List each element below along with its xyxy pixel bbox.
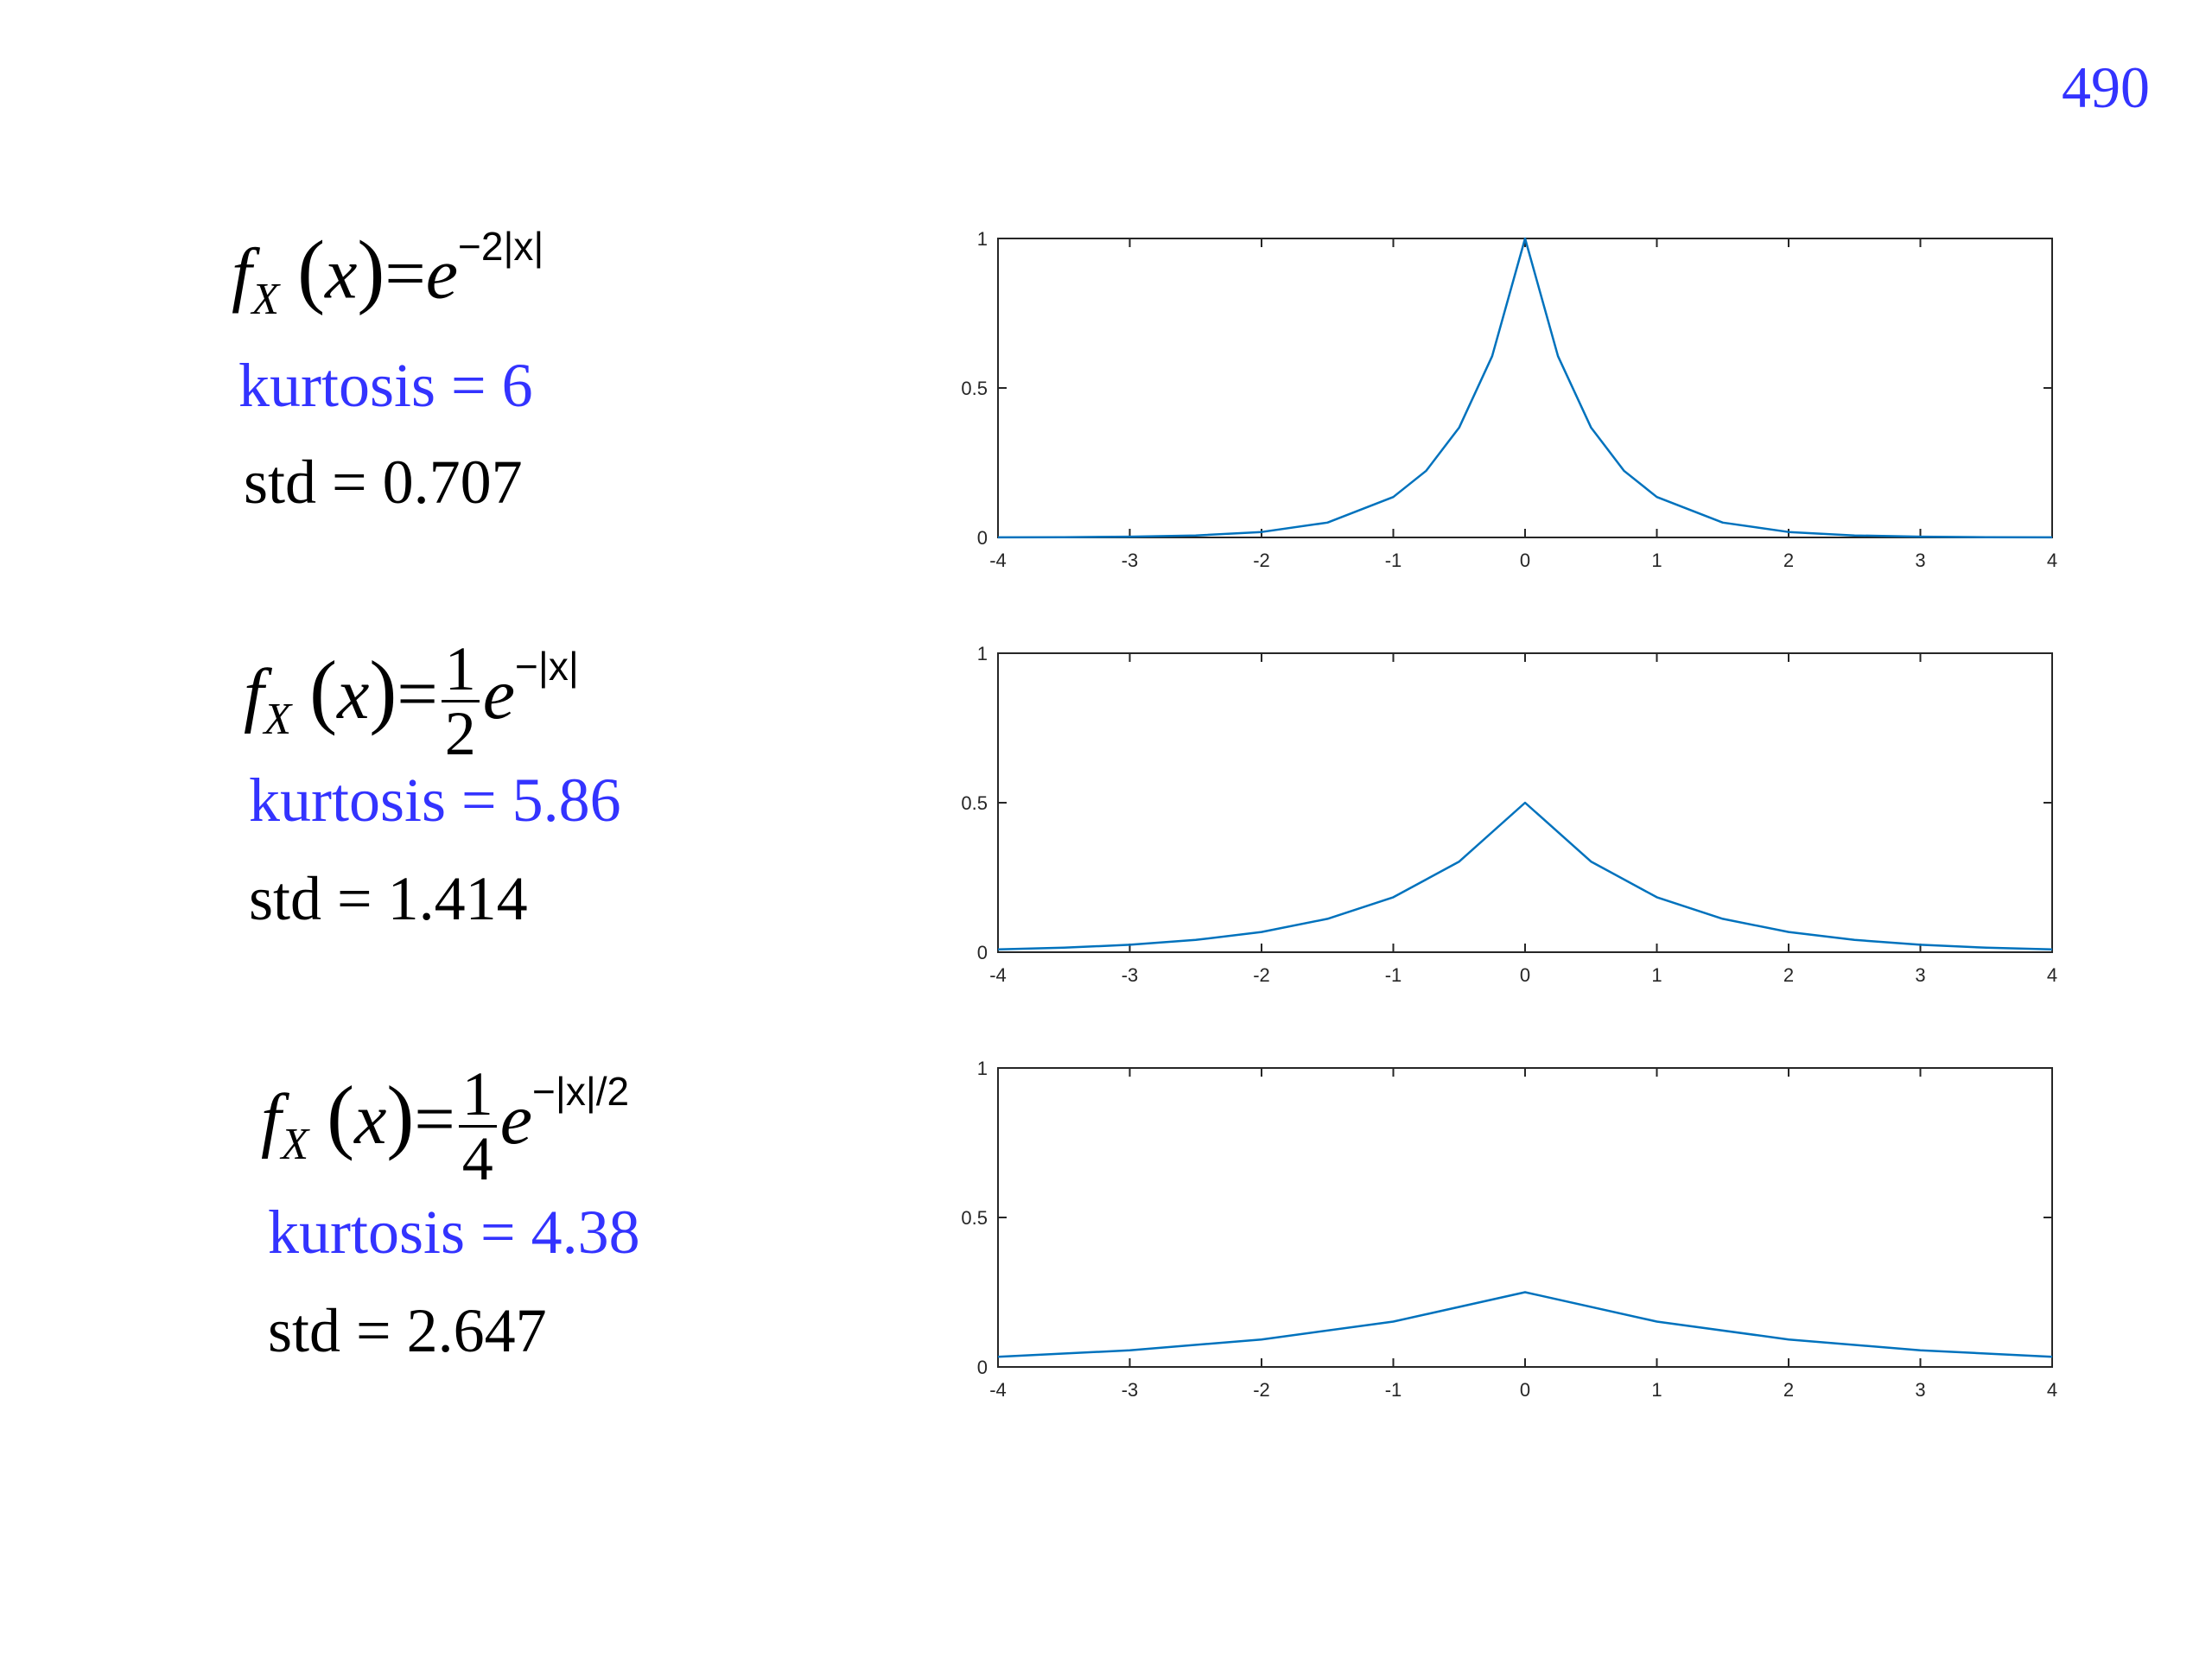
y-tick-label: 0.5 bbox=[961, 1207, 988, 1229]
x-tick-label: -1 bbox=[1385, 1379, 1402, 1401]
x-tick-label: -4 bbox=[989, 550, 1007, 571]
pdf-formula-1: fX (x)=e−2|x| bbox=[232, 223, 544, 324]
x-tick-label: 2 bbox=[1783, 1379, 1794, 1401]
plot-frame bbox=[997, 238, 2053, 538]
chart-2: -4 -3 -2 -1 0 1 2 3 4 0 0.5 1 bbox=[961, 643, 2057, 986]
x-tick-label: 3 bbox=[1915, 1379, 1925, 1401]
x-tick-label: -3 bbox=[1122, 964, 1139, 986]
x-tick-label: 4 bbox=[2047, 550, 2057, 571]
x-tick-label: -2 bbox=[1253, 964, 1270, 986]
x-tick-label: 1 bbox=[1651, 550, 1662, 571]
std-label-2: std = 1.414 bbox=[249, 864, 528, 933]
chart-3: -4 -3 -2 -1 0 1 2 3 4 0 0.5 1 bbox=[961, 1058, 2057, 1401]
x-tick-label: -1 bbox=[1385, 550, 1402, 571]
page-number: 490 bbox=[2062, 54, 2150, 120]
y-tick-label: 0.5 bbox=[961, 378, 988, 399]
density-line bbox=[997, 1291, 2053, 1358]
x-tick-label: 1 bbox=[1651, 964, 1662, 986]
x-tick-label: -4 bbox=[989, 964, 1007, 986]
kurtosis-label-3: kurtosis = 4.38 bbox=[268, 1198, 640, 1267]
x-tick-label: -3 bbox=[1122, 1379, 1139, 1401]
std-label-1: std = 0.707 bbox=[244, 448, 523, 517]
chart-1: -4 -3 -2 -1 0 1 2 3 4 0 0.5 1 bbox=[961, 228, 2057, 571]
x-tick-label: -2 bbox=[1253, 1379, 1270, 1401]
kurtosis-label-1: kurtosis = 6 bbox=[238, 351, 533, 420]
x-tick-label: -4 bbox=[989, 1379, 1007, 1401]
pdf-formula-3: fX (x)= 1 4 e−|x|/2 bbox=[261, 1059, 630, 1193]
density-line bbox=[997, 237, 2053, 539]
x-tick-label: -3 bbox=[1122, 550, 1139, 571]
x-tick-label: 3 bbox=[1915, 964, 1925, 986]
x-tick-label: 3 bbox=[1915, 550, 1925, 571]
y-tick-label: 0.5 bbox=[961, 792, 988, 814]
x-tick-label: 0 bbox=[1520, 550, 1530, 571]
x-tick-label: 0 bbox=[1520, 964, 1530, 986]
y-tick-label: 1 bbox=[977, 1058, 988, 1079]
std-label-3: std = 2.647 bbox=[268, 1296, 547, 1365]
density-line bbox=[997, 801, 2053, 951]
y-tick-label: 0 bbox=[977, 942, 988, 963]
plot-frame bbox=[997, 1067, 2053, 1368]
x-tick-label: 2 bbox=[1783, 550, 1794, 571]
x-tick-label: -2 bbox=[1253, 550, 1270, 571]
y-tick-label: 0 bbox=[977, 1357, 988, 1378]
x-tick-label: 1 bbox=[1651, 1379, 1662, 1401]
x-tick-label: 2 bbox=[1783, 964, 1794, 986]
y-tick-label: 1 bbox=[977, 643, 988, 664]
kurtosis-label-2: kurtosis = 5.86 bbox=[249, 766, 621, 835]
x-tick-label: -1 bbox=[1385, 964, 1402, 986]
x-tick-label: 0 bbox=[1520, 1379, 1530, 1401]
y-tick-label: 0 bbox=[977, 527, 988, 549]
x-tick-label: 4 bbox=[2047, 1379, 2057, 1401]
y-tick-label: 1 bbox=[977, 228, 988, 250]
x-tick-label: 4 bbox=[2047, 964, 2057, 986]
pdf-formula-2: fX (x)= 1 2 e−|x| bbox=[244, 634, 579, 768]
